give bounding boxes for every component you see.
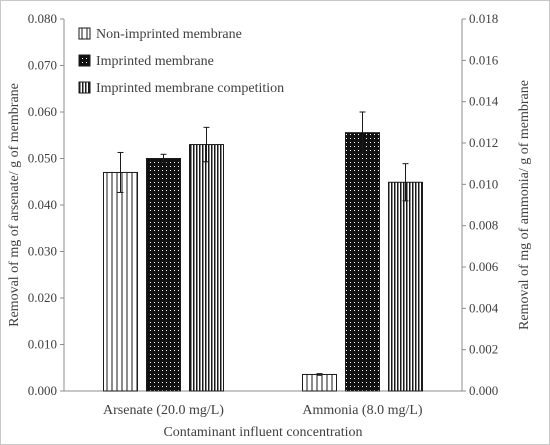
bars bbox=[103, 132, 423, 392]
error-bars bbox=[117, 111, 409, 376]
legend-swatch-non-imprinted bbox=[78, 27, 91, 40]
y-tick-label-left: 0.030 bbox=[28, 244, 57, 259]
y-tick-label-right: 0.016 bbox=[469, 52, 499, 67]
legend-label-imprinted: Imprinted membrane bbox=[96, 54, 214, 69]
bar bbox=[302, 373, 337, 392]
y-tick-label-right: 0.018 bbox=[469, 11, 498, 26]
y-tick-label-left: 0.010 bbox=[28, 337, 57, 352]
bar bbox=[388, 181, 423, 392]
x-category-label: Ammonia (8.0 mg/L) bbox=[302, 403, 422, 418]
legend-label-non-imprinted: Non-imprinted membrane bbox=[96, 27, 242, 42]
tick-labels: 0.000 0.010 0.020 0.030 0.040 0.050 0.060 0.070… bbox=[28, 11, 499, 418]
y-tick-label-left: 0.060 bbox=[28, 104, 57, 119]
y-tick-label-right: 0.008 bbox=[469, 218, 498, 233]
y-tick-label-right: 0.002 bbox=[469, 342, 498, 357]
legend: Non-imprinted membrane Imprinted membran… bbox=[78, 27, 284, 96]
y-tick-label-left: 0.070 bbox=[28, 58, 57, 73]
legend-label-imprinted-competition: Imprinted membrane competition bbox=[96, 81, 284, 96]
y-tick-label-right: 0.000 bbox=[469, 383, 498, 398]
y-tick-label-right: 0.010 bbox=[469, 176, 498, 191]
y-tick-label-left: 0.000 bbox=[28, 383, 57, 398]
bar bbox=[189, 144, 224, 392]
y-tick-label-left: 0.080 bbox=[28, 11, 57, 26]
y-axis-label-left: Removal of mg of arsenate/ g of membrane bbox=[7, 83, 22, 327]
y-tick-label-right: 0.006 bbox=[469, 259, 499, 274]
y-axis-label-right: Removal of mg of ammonia/ g of membrane bbox=[517, 80, 532, 330]
x-category-label: Arsenate (20.0 mg/L) bbox=[103, 403, 224, 418]
legend-swatch-imprinted-competition bbox=[78, 81, 91, 94]
bar bbox=[345, 132, 380, 392]
y-tick-label-right: 0.014 bbox=[469, 94, 499, 109]
legend-swatch-imprinted bbox=[78, 54, 91, 67]
y-tick-label-right: 0.004 bbox=[469, 300, 499, 315]
bar bbox=[103, 171, 138, 392]
y-tick-label-left: 0.020 bbox=[28, 290, 57, 305]
bar bbox=[146, 158, 181, 392]
y-tick-label-left: 0.040 bbox=[28, 197, 57, 212]
y-tick-label-right: 0.012 bbox=[469, 135, 498, 150]
y-tick-label-left: 0.050 bbox=[28, 151, 57, 166]
x-axis-label: Contaminant influent concentration bbox=[163, 425, 362, 440]
